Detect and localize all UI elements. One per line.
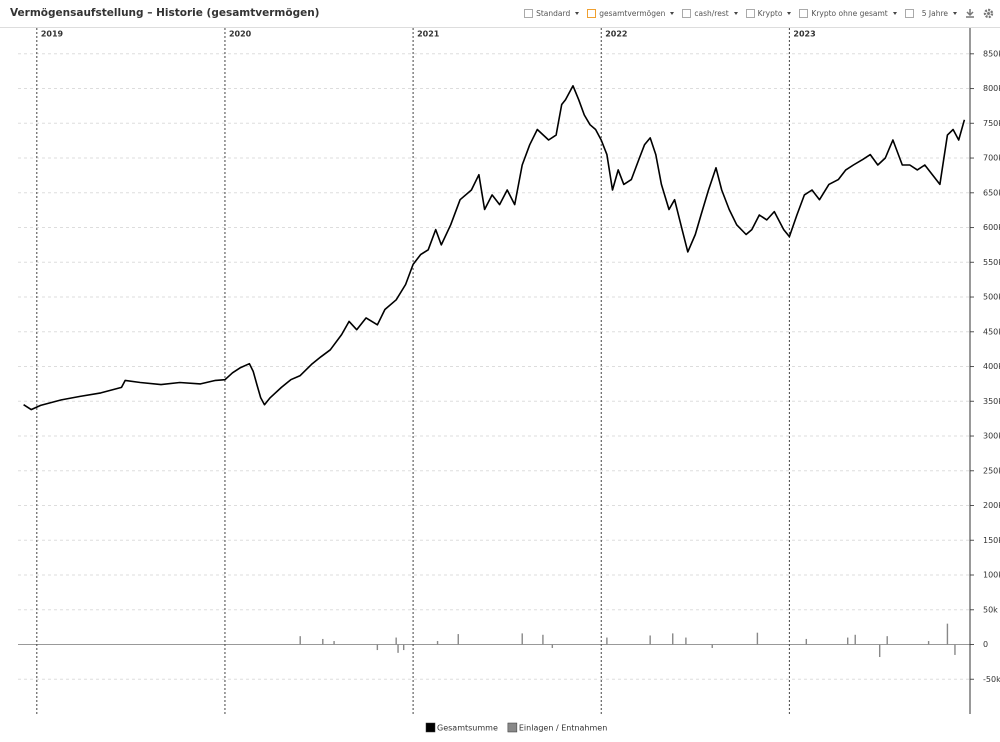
range-label[interactable]: 5 Jahre — [921, 9, 948, 18]
bar — [946, 623, 949, 645]
header: Vermögensaufstellung – Historie (gesamtv… — [0, 0, 1000, 28]
filter[interactable]: Krypto ohne gesamt — [799, 9, 897, 18]
y-tick-label: 200k — [983, 501, 1000, 510]
filter-label[interactable]: cash/rest — [694, 9, 729, 18]
bar — [672, 633, 674, 645]
x-tick-label: 2022 — [605, 30, 627, 39]
bar — [878, 644, 881, 658]
legend-label: Einlagen / Entnahmen — [519, 724, 607, 733]
y-tick-label: 850k — [983, 49, 1000, 58]
bar — [395, 637, 397, 645]
y-tick-label: 800k — [983, 84, 1000, 93]
bar — [847, 637, 849, 645]
y-tick-label: 150k — [983, 536, 1000, 545]
chart-title: Vermögensaufstellung – Historie (gesamtv… — [10, 7, 320, 19]
legend-swatch — [507, 722, 518, 733]
x-tick-label: 2019 — [41, 30, 64, 39]
filter-label[interactable]: Krypto ohne gesamt — [811, 9, 888, 18]
legend-label: Gesamtsumme — [437, 724, 498, 733]
bar — [927, 641, 930, 645]
y-tick-label: 450k — [983, 327, 1000, 336]
bar — [542, 634, 544, 645]
filter-label[interactable]: Standard — [536, 9, 571, 18]
filter[interactable]: cash/rest — [682, 9, 738, 18]
y-tick-label: 500k — [983, 293, 1000, 302]
checkbox[interactable] — [904, 9, 914, 18]
filter[interactable]: Krypto — [745, 9, 792, 18]
bar — [299, 636, 301, 645]
y-tick-label: 650k — [983, 188, 1000, 197]
bar — [854, 634, 856, 645]
y-tick-label: 0 — [983, 640, 988, 649]
legend-swatch — [425, 722, 436, 733]
bar — [685, 637, 687, 645]
line — [23, 85, 966, 411]
y-tick-label: 400k — [983, 362, 1000, 371]
bar — [756, 632, 759, 645]
bar — [649, 635, 651, 645]
bar — [457, 634, 459, 645]
bar — [954, 644, 956, 655]
y-tick-label: 750k — [983, 119, 1000, 128]
y-tick-label: 100k — [983, 571, 1000, 580]
bar — [805, 638, 808, 645]
bar — [397, 644, 399, 653]
bar — [322, 638, 324, 645]
bar — [376, 644, 379, 651]
settings-icon[interactable] — [983, 8, 994, 19]
toolbar: Standard gesamtvermögen cash/rest Krypto… — [524, 8, 994, 19]
x-tick-label: 2021 — [417, 30, 440, 39]
download-icon[interactable] — [965, 8, 975, 19]
filter[interactable]: Standard — [524, 9, 580, 18]
y-tick-label: 700k — [983, 154, 1000, 163]
filter-label[interactable]: Krypto — [757, 9, 783, 18]
filter[interactable]: gesamtvermögen — [587, 9, 675, 18]
bar — [436, 641, 439, 645]
y-tick-label: 50k — [983, 605, 998, 614]
y-tick-label: 250k — [983, 466, 1000, 475]
bar — [886, 636, 888, 645]
bar — [551, 644, 554, 648]
bar — [711, 644, 713, 648]
x-tick-label: 2023 — [793, 30, 815, 39]
bar — [333, 641, 335, 645]
bar — [606, 637, 608, 645]
y-tick-label: 550k — [983, 258, 1000, 267]
y-tick-label: 350k — [983, 397, 1000, 406]
range-select[interactable]: 5 Jahre — [922, 9, 957, 18]
filter-label[interactable]: gesamtvermögen — [599, 9, 666, 18]
bar — [402, 644, 405, 651]
y-tick-label: -50k — [983, 675, 1000, 684]
y-tick-label: 600k — [983, 223, 1000, 232]
bar — [521, 633, 523, 645]
x-tick-label: 2020 — [229, 30, 252, 39]
y-tick-label: 300k — [983, 432, 1000, 441]
